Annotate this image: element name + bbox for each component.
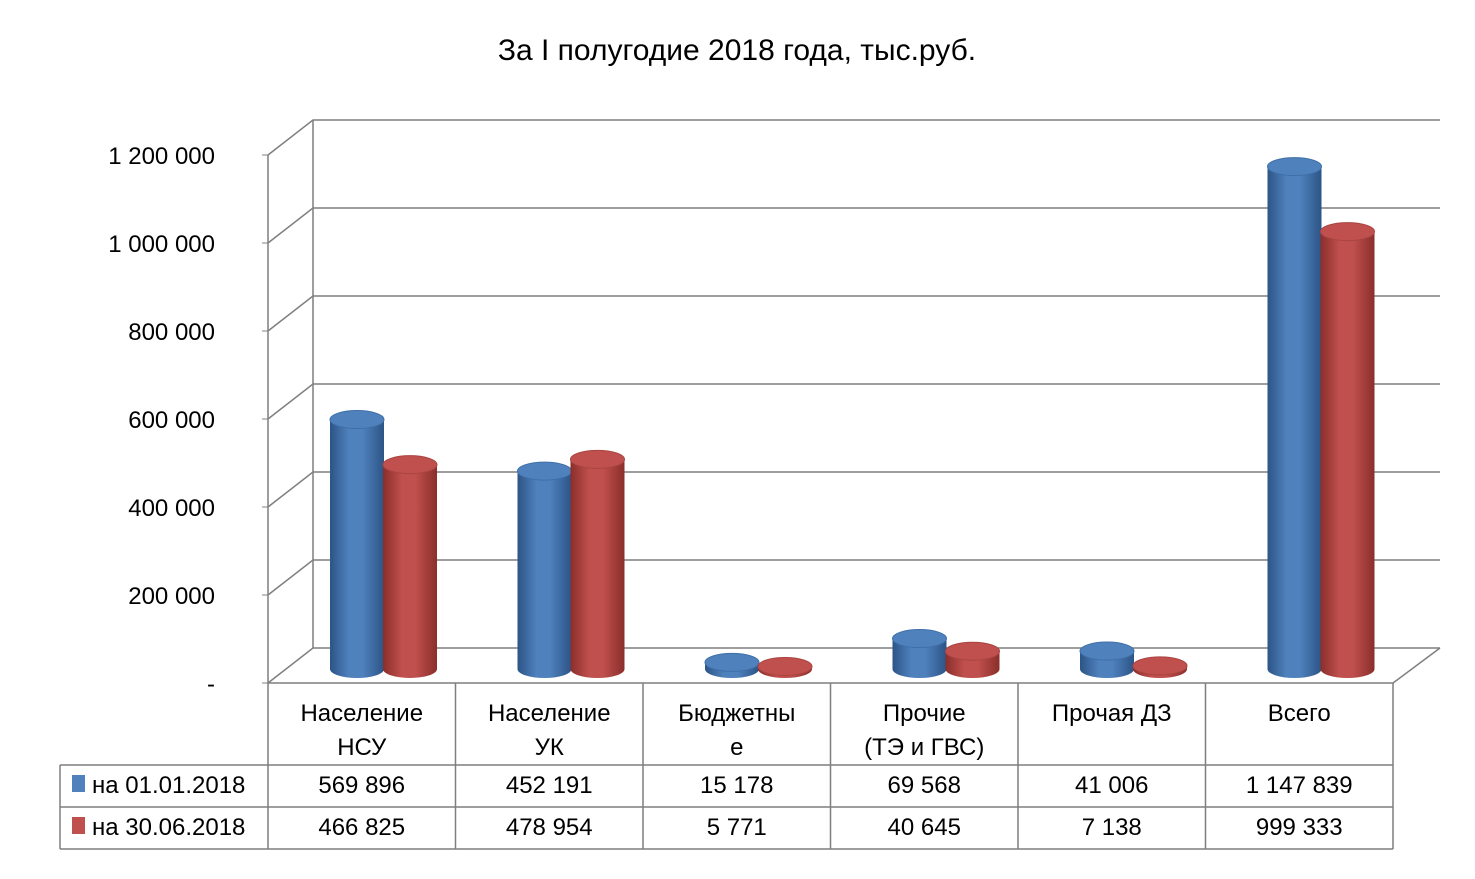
- table-value: 1 147 839: [1246, 772, 1353, 799]
- bar-0-0: [330, 419, 384, 678]
- category-label: е: [730, 734, 743, 761]
- gridline: [267, 647, 1440, 684]
- bar-top-1-0: [382, 455, 438, 475]
- y-tick-label: 800 000: [128, 319, 215, 346]
- bar-top-0-0: [329, 410, 385, 430]
- gridline: [267, 559, 1440, 596]
- floor-edge: [268, 647, 1441, 684]
- table-value: 15 178: [700, 772, 773, 799]
- bar-top-0-3: [892, 629, 947, 649]
- bar-1-0: [383, 464, 437, 678]
- table-value: 5 771: [707, 814, 767, 841]
- table-value: 569 896: [318, 772, 405, 799]
- bar-top-0-2: [704, 652, 760, 672]
- bar-top-0-5: [1267, 157, 1322, 177]
- y-tick-label: 1 200 000: [108, 143, 215, 170]
- bar-1-5: [1320, 231, 1375, 678]
- table-value: 452 191: [506, 772, 593, 799]
- category-label: Население: [488, 700, 611, 727]
- gridline: [267, 471, 1440, 508]
- gridline: [267, 295, 1440, 332]
- bar-top-0-1: [517, 461, 572, 481]
- legend-key-1: [72, 817, 85, 834]
- table-value: 40 645: [888, 814, 961, 841]
- bar-top-1-2: [757, 656, 813, 676]
- category-label: Всего: [1268, 700, 1331, 727]
- y-tick-label: 1 000 000: [108, 231, 215, 258]
- gridline: [267, 207, 1440, 244]
- table-value: 478 954: [506, 814, 593, 841]
- bar-top-0-4: [1079, 641, 1135, 661]
- y-tick-label: -: [207, 671, 215, 698]
- table-value: 466 825: [318, 814, 405, 841]
- gridline: [267, 119, 1440, 156]
- category-label: Прочие: [883, 700, 966, 727]
- legend-label: на 30.06.2018: [92, 814, 245, 841]
- category-label: УК: [535, 734, 564, 761]
- bar-0-3: [892, 638, 947, 678]
- bar-top-1-3: [945, 641, 1000, 661]
- y-tick-label: 400 000: [128, 495, 215, 522]
- table-value: 7 138: [1082, 814, 1142, 841]
- table-value: 69 568: [888, 772, 961, 799]
- category-label: Население: [300, 700, 423, 727]
- y-tick-label: 600 000: [128, 407, 215, 434]
- bar-top-1-4: [1132, 656, 1188, 676]
- chart-title: За I полугодие 2018 года, тыс.руб.: [498, 34, 976, 67]
- bar-1-1: [570, 459, 625, 678]
- bar-top-1-5: [1320, 222, 1375, 242]
- table-value: 41 006: [1075, 772, 1148, 799]
- legend-key-0: [72, 775, 85, 792]
- table-value: 999 333: [1256, 814, 1343, 841]
- y-tick-label: 200 000: [128, 583, 215, 610]
- bar-0-1: [517, 471, 572, 678]
- category-label: Бюджетны: [678, 700, 795, 727]
- gridline: [267, 383, 1440, 420]
- bar-top-1-1: [570, 449, 625, 469]
- category-label: Прочая ДЗ: [1052, 700, 1172, 727]
- bar-0-5: [1267, 166, 1322, 678]
- category-label: (ТЭ и ГВС): [864, 734, 984, 761]
- legend-label: на 01.01.2018: [92, 772, 245, 799]
- category-label: НСУ: [337, 734, 387, 761]
